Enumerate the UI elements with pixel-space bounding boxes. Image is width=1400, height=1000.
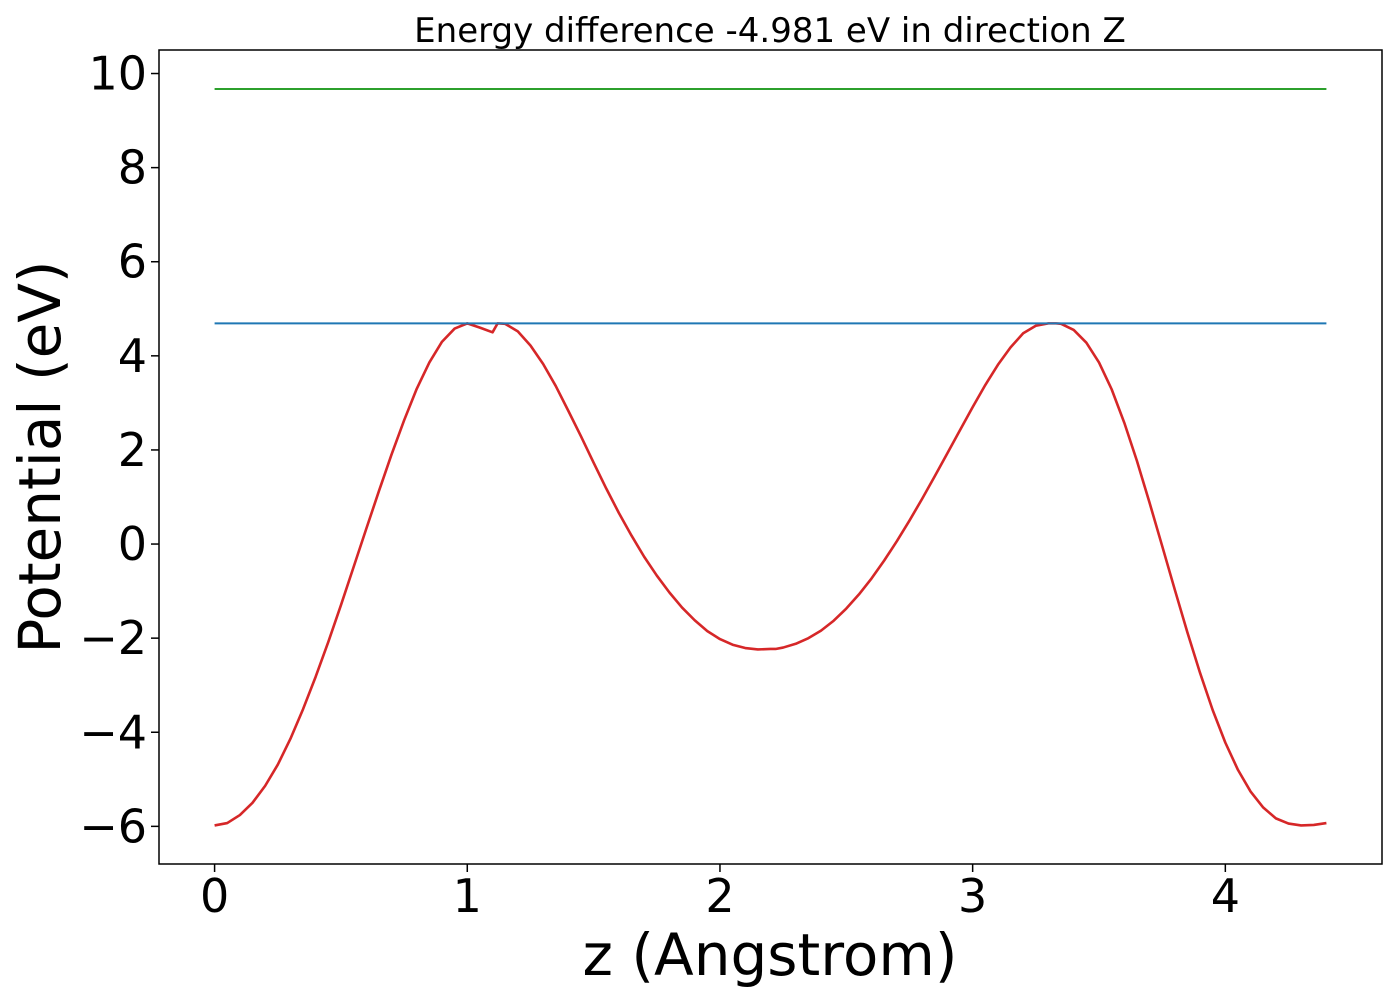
y-tick-label: 0 bbox=[118, 517, 147, 571]
y-tick-label: 4 bbox=[118, 329, 147, 383]
y-tick-label: 6 bbox=[118, 235, 147, 289]
x-tick-label: 4 bbox=[1211, 869, 1240, 923]
y-tick-label: 2 bbox=[118, 423, 147, 477]
y-tick-label: −6 bbox=[79, 799, 147, 853]
x-tick-label: 0 bbox=[200, 869, 229, 923]
y-tick-label: 8 bbox=[118, 141, 147, 195]
chart-title: Energy difference -4.981 eV in direction… bbox=[414, 11, 1126, 51]
series-line-0 bbox=[214, 322, 1327, 827]
ticks-layer: 0 1 2 3 4 −6 −4 −2 0 2 4 6 8 10 bbox=[79, 47, 1240, 923]
x-tick-label: 1 bbox=[453, 869, 482, 923]
y-tick-label: −4 bbox=[79, 705, 147, 759]
x-tick-label: 3 bbox=[958, 869, 987, 923]
y-axis-label: Potential (eV) bbox=[6, 260, 74, 653]
y-tick-label: 10 bbox=[88, 47, 147, 101]
plot-frame bbox=[158, 49, 1383, 865]
x-axis-label: z (Angstrom) bbox=[583, 921, 958, 989]
x-tick-label: 2 bbox=[705, 869, 734, 923]
y-tick-label: −2 bbox=[79, 611, 147, 665]
series-layer bbox=[214, 88, 1327, 827]
